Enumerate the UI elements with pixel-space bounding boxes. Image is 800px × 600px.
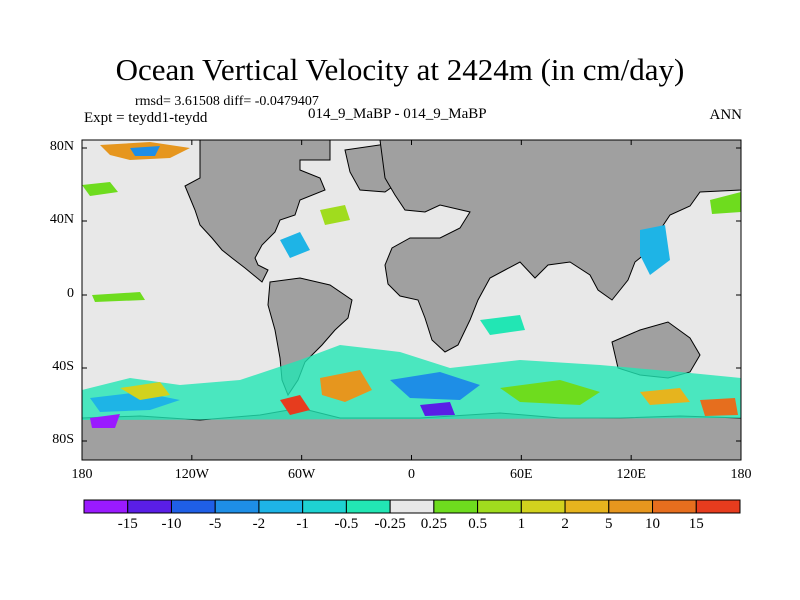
colorbar-label: 0.5 (468, 516, 487, 532)
axis-ticks (81, 140, 742, 460)
colorbar-label: 1 (517, 516, 526, 532)
patch-southern-red (280, 395, 310, 415)
patch-pacific-north (82, 182, 118, 196)
season-label: ANN (709, 107, 743, 123)
colorbar-swatch (389, 499, 435, 514)
lat-label: 80S (52, 432, 74, 447)
colorbar-label: -10 (161, 516, 182, 532)
colorbar-swatch (608, 499, 654, 514)
lon-label: 180 (730, 467, 752, 482)
colorbar-label: 15 (688, 516, 704, 532)
patch-southern-purple (90, 414, 120, 428)
patch-atlantic-green (320, 205, 350, 225)
velocity-patches (82, 142, 741, 428)
colorbar-label: 0.25 (420, 516, 447, 532)
colorbar-swatch (170, 499, 216, 514)
colorbar-swatch (433, 499, 479, 514)
lon-label: 60E (510, 467, 533, 482)
colorbar-label: -2 (252, 516, 266, 532)
colorbar-label: 5 (605, 516, 613, 532)
colorbar-swatch (83, 499, 129, 514)
patch-pacific-green (92, 292, 145, 302)
lon-label: 120W (174, 467, 209, 482)
colorbar-swatch (564, 499, 610, 514)
land-masses (81, 139, 742, 461)
patch-pacific-west-green (710, 192, 741, 214)
colorbar-swatch (520, 499, 566, 514)
colorbar-swatch (214, 499, 260, 514)
patch-southern-yellow (120, 382, 170, 400)
experiment-label: Expt = teydd1-teydd (84, 110, 208, 126)
colorbar-swatch (302, 499, 347, 514)
colorbar-swatch (345, 499, 391, 514)
patch-arctic-blue (130, 146, 160, 156)
patch-southern-orange (320, 370, 372, 402)
patch-southern-orange2 (640, 388, 690, 405)
patch-southern-darkblue (420, 402, 455, 416)
lon-label: 120E (616, 467, 646, 482)
lat-label: 0 (67, 286, 74, 301)
lat-label: 40S (52, 359, 74, 374)
patch-atlantic-cyan (280, 232, 310, 258)
lat-label: 40N (49, 212, 74, 227)
colorbar-label: -5 (208, 516, 222, 532)
colorbar-swatch (652, 499, 697, 514)
colorbar-swatch (127, 499, 172, 514)
stats-label: rmsd= 3.61508 diff= -0.0479407 (135, 94, 319, 109)
colorbar-label: -0.5 (334, 516, 359, 532)
colorbar-swatch (477, 499, 522, 514)
colorbar-label: -15 (117, 516, 138, 532)
patch-indian-cyan (480, 315, 525, 335)
land-north-america (184, 139, 331, 283)
case-label: 014_9_MaBP - 014_9_MaBP (308, 106, 487, 122)
patch-southern-blue (390, 372, 480, 400)
colorbar-label: 10 (645, 516, 661, 532)
lon-label: 180 (71, 467, 93, 482)
colorbar (83, 499, 741, 514)
lon-label: 0 (408, 467, 415, 482)
patch-pacific-west-blue (640, 225, 670, 275)
colorbar-swatch (695, 499, 741, 514)
lon-label: 60W (288, 467, 316, 482)
patch-southern-green (500, 380, 600, 405)
lat-label: 80N (49, 139, 74, 154)
page-title: Ocean Vertical Velocity at 2424m (in cm/… (115, 52, 685, 87)
colorbar-label: -1 (296, 516, 309, 532)
colorbar-swatch (258, 499, 304, 514)
colorbar-label: 2 (561, 516, 569, 532)
colorbar-label: -0.25 (374, 516, 406, 532)
patch-southern-red2 (700, 398, 738, 416)
